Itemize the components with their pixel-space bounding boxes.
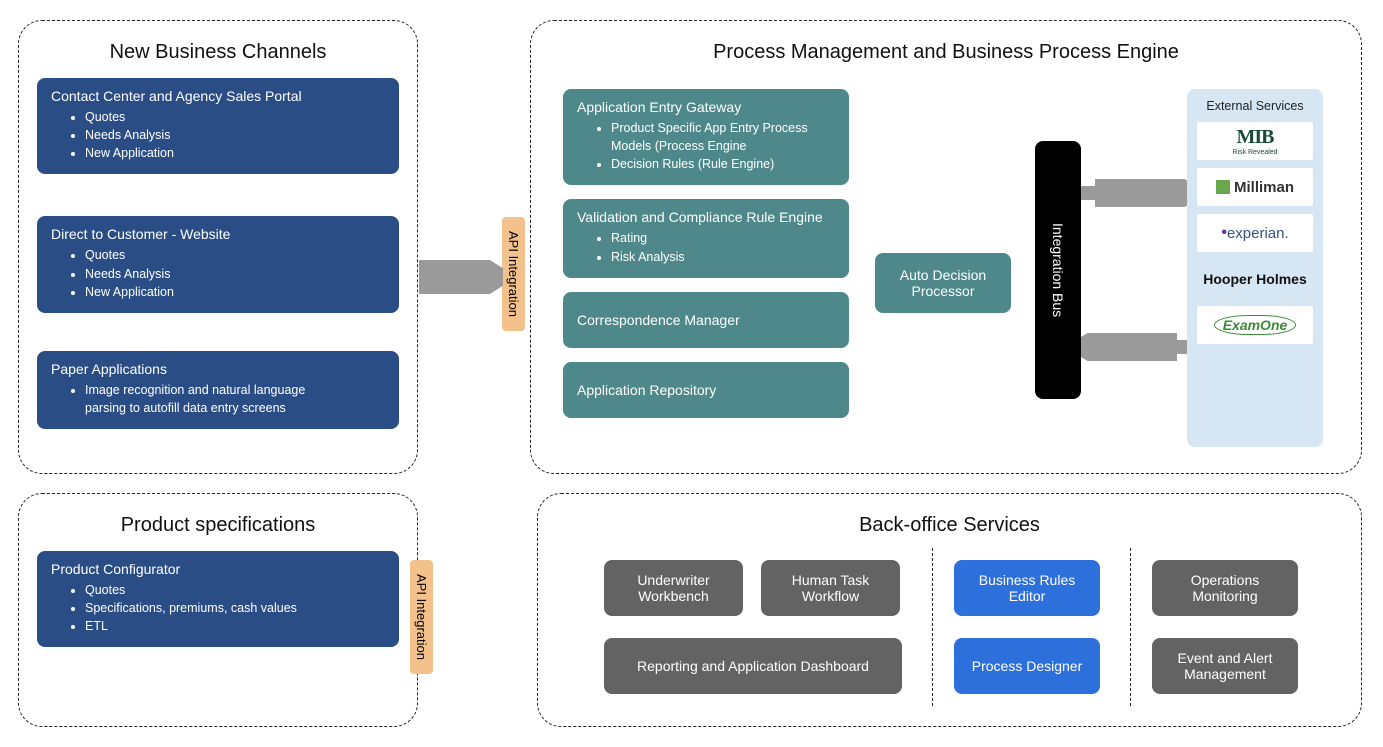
- logo-milliman: Milliman: [1197, 168, 1313, 206]
- api-badge-top: API Integration: [502, 217, 525, 331]
- logo-experian: • experian.: [1197, 214, 1313, 252]
- external-services: External Services MIB Risk Revealed Mill…: [1187, 89, 1323, 447]
- card-underwriter-workbench: Underwriter Workbench: [604, 560, 743, 616]
- arrow-ext-to-bus: [1081, 333, 1193, 361]
- panel-process-mgmt: Process Management and Business Process …: [530, 20, 1362, 474]
- divider-1: [932, 548, 933, 706]
- card-paper-apps: Paper Applications Image recognition and…: [37, 351, 399, 429]
- panel-title-ps: Product specifications: [37, 514, 399, 537]
- card-items: Image recognition and natural language p…: [85, 381, 385, 417]
- card-title: Contact Center and Agency Sales Portal: [51, 88, 385, 104]
- card-items: Rating Risk Analysis: [611, 229, 835, 265]
- card-event-alert: Event and Alert Management: [1152, 638, 1298, 694]
- panel-product-spec: Product specifications Product Configura…: [18, 493, 418, 727]
- logo-examone: ExamOne: [1197, 306, 1313, 344]
- milliman-icon: [1216, 180, 1230, 194]
- card-items: Quotes Needs Analysis New Application: [85, 246, 385, 300]
- card-business-rules-editor: Business Rules Editor: [954, 560, 1100, 616]
- card-items: Quotes Needs Analysis New Application: [85, 108, 385, 162]
- card-title: Application Entry Gateway: [577, 99, 835, 115]
- panel-title-pm: Process Management and Business Process …: [549, 41, 1343, 64]
- card-title: Validation and Compliance Rule Engine: [577, 209, 835, 225]
- card-ops-monitoring: Operations Monitoring: [1152, 560, 1298, 616]
- panel-back-office: Back-office Services Underwriter Workben…: [537, 493, 1362, 727]
- integration-bus: Integration Bus: [1035, 141, 1081, 399]
- api-badge-bottom: API Integration: [410, 560, 433, 674]
- card-items: Quotes Specifications, premiums, cash va…: [85, 581, 385, 635]
- card-reporting-dashboard: Reporting and Application Dashboard: [604, 638, 902, 694]
- arrow-nbc-to-pm: [419, 260, 503, 294]
- card-app-repository: Application Repository: [563, 362, 849, 418]
- logo-mib: MIB Risk Revealed: [1197, 122, 1313, 160]
- panel-title-nbc: New Business Channels: [37, 41, 399, 64]
- divider-2: [1130, 548, 1131, 706]
- card-title: Product Configurator: [51, 561, 385, 577]
- panel-new-business: New Business Channels Contact Center and…: [18, 20, 418, 474]
- card-human-task: Human Task Workflow: [761, 560, 900, 616]
- card-product-configurator: Product Configurator Quotes Specificatio…: [37, 551, 399, 647]
- card-title: Paper Applications: [51, 361, 385, 377]
- card-process-designer: Process Designer: [954, 638, 1100, 694]
- card-direct-customer: Direct to Customer - Website Quotes Need…: [37, 216, 399, 312]
- card-title: Direct to Customer - Website: [51, 226, 385, 242]
- ext-title: External Services: [1195, 99, 1315, 114]
- card-validation-engine: Validation and Compliance Rule Engine Ra…: [563, 199, 849, 277]
- card-items: Product Specific App Entry Process Model…: [611, 119, 835, 173]
- panel-title-bo: Back-office Services: [556, 514, 1343, 537]
- card-contact-center: Contact Center and Agency Sales Portal Q…: [37, 78, 399, 174]
- card-app-entry-gateway: Application Entry Gateway Product Specif…: [563, 89, 849, 185]
- card-auto-decision: Auto Decision Processor: [875, 253, 1011, 313]
- arrow-bus-to-ext: [1081, 179, 1193, 207]
- card-correspondence-mgr: Correspondence Manager: [563, 292, 849, 348]
- logo-hooper: Hooper Holmes: [1197, 260, 1313, 298]
